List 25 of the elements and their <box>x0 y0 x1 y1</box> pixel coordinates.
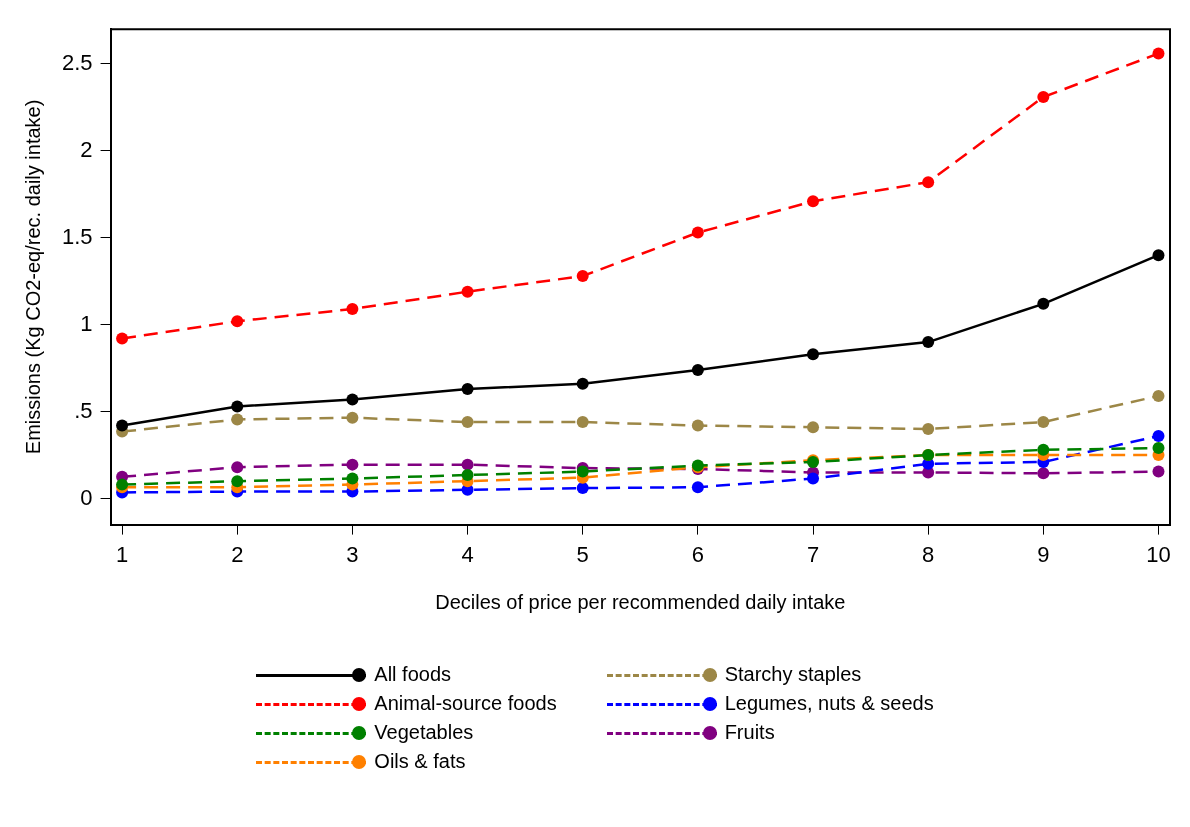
x-tick-label: 3 <box>346 541 359 567</box>
x-tick-label: 8 <box>922 541 935 567</box>
x-tick-label: 2 <box>231 541 244 567</box>
y-tick-label: 1.5 <box>61 223 93 249</box>
y-tick-label: 0 <box>80 484 93 510</box>
y-tick-label: 2.5 <box>61 50 93 76</box>
y-tick-label: 1 <box>80 310 93 336</box>
x-tick-label: 4 <box>461 541 474 567</box>
x-tick-label: 7 <box>806 541 820 567</box>
x-tick-label: 5 <box>576 541 589 567</box>
legend-label: All foods <box>374 663 452 686</box>
legend-label: Animal-source foods <box>374 692 557 715</box>
legend-label: Oils & fats <box>374 750 466 773</box>
legend-label: Starchy staples <box>724 663 862 686</box>
x-tick-label: 9 <box>1037 541 1050 567</box>
y-tick-label: .5 <box>74 397 93 423</box>
x-tick-label: 10 <box>1146 541 1171 567</box>
legend-label: Legumes, nuts & seeds <box>724 692 934 715</box>
legend-label: Vegetables <box>374 721 474 744</box>
x-tick-label: 1 <box>115 541 129 567</box>
y-tick-label: 2 <box>80 136 93 162</box>
legend-label: Fruits <box>724 721 775 744</box>
y-axis-title: Emissions (Kg CO2-eq/rec. daily intake) <box>21 99 44 455</box>
x-tick-label: 6 <box>691 541 704 567</box>
x-axis-title: Deciles of price per recommended daily intake <box>435 590 846 613</box>
